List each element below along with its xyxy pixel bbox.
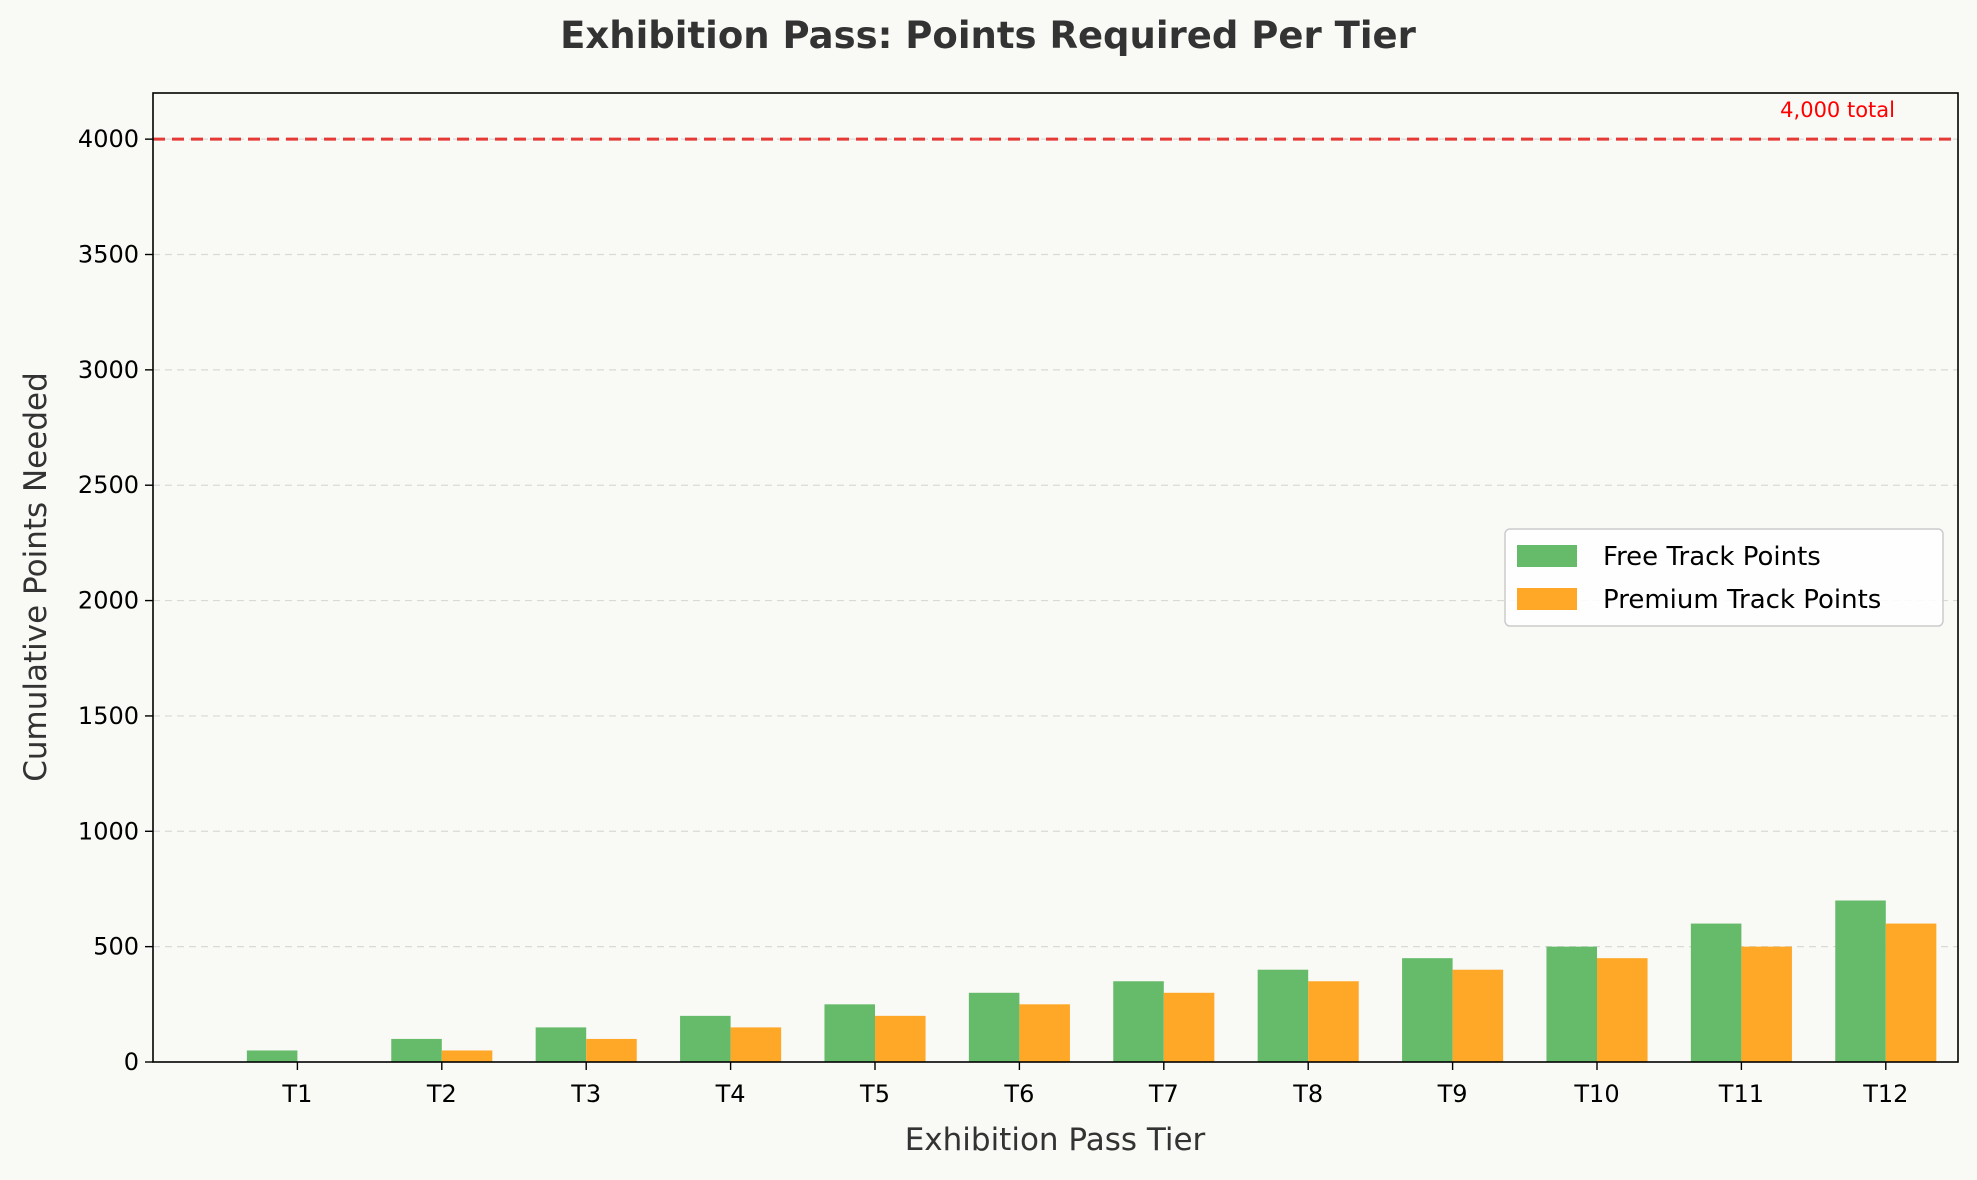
y-tick-label: 3500 [78, 241, 139, 269]
grid-lines [153, 138, 1958, 948]
bar-premium-t12 [1885, 923, 1937, 1062]
plot-frame [152, 92, 1959, 1063]
y-axis-label: Cumulative Points Needed [18, 372, 54, 782]
x-tick-label: T3 [570, 1080, 601, 1108]
bar-free-t2 [391, 1038, 442, 1062]
reference-line-label: 4,000 total [1780, 98, 1895, 122]
reference-line-group: 4,000 total [153, 98, 1958, 141]
y-tick-label: 4000 [78, 125, 139, 153]
x-tick-label: T11 [1718, 1080, 1764, 1108]
y-tick-label: 3000 [78, 356, 139, 384]
bar-free-t7 [1113, 981, 1164, 1062]
y-tick-label: 2500 [78, 471, 139, 499]
bar-premium-t8 [1308, 981, 1359, 1062]
bar-free-t10 [1546, 946, 1597, 1062]
bar-free-t6 [968, 992, 1020, 1062]
bar-free-t9 [1402, 958, 1453, 1062]
x-tick-label: T8 [1292, 1080, 1323, 1108]
legend-swatch-free [1517, 545, 1577, 567]
x-tick-label: T4 [715, 1080, 746, 1108]
bar-premium-t10 [1597, 958, 1648, 1062]
x-tick-label: T6 [1003, 1080, 1034, 1108]
bar-premium-t7 [1163, 992, 1215, 1062]
bar-free-t3 [535, 1027, 587, 1062]
y-tick-label: 500 [93, 933, 139, 961]
bar-premium-t2 [441, 1050, 493, 1062]
legend-swatch-premium [1517, 588, 1577, 610]
bar-premium-t5 [875, 1015, 926, 1062]
x-axis-label: Exhibition Pass Tier [905, 1122, 1206, 1158]
y-tick-label: 1000 [78, 817, 139, 845]
legend: Free Track Points Premium Track Points [1504, 528, 1944, 627]
x-tick-label: T12 [1862, 1080, 1908, 1108]
bar-free-t11 [1690, 923, 1742, 1062]
x-axis-ticks: T1 T2 T3 T4 T5 T6 T7 T8 T9 T10 T11 T12 [281, 1062, 1908, 1108]
bar-premium-t6 [1019, 1004, 1070, 1062]
bar-free-t8 [1257, 969, 1309, 1062]
chart-title: Exhibition Pass: Points Required Per Tie… [560, 14, 1416, 57]
y-tick-label: 0 [124, 1048, 139, 1076]
bar-premium-t3 [586, 1038, 637, 1062]
x-tick-label: T1 [281, 1080, 312, 1108]
y-tick-label: 1500 [78, 702, 139, 730]
bar-premium-t11 [1741, 946, 1792, 1062]
legend-label-premium: Premium Track Points [1603, 585, 1881, 615]
bar-free-t4 [680, 1015, 731, 1062]
x-tick-label: T5 [859, 1080, 890, 1108]
legend-box [1504, 528, 1944, 627]
y-tick-label: 2000 [78, 587, 139, 615]
bar-premium-t9 [1452, 969, 1504, 1062]
x-tick-label: T7 [1148, 1080, 1179, 1108]
x-tick-label: T9 [1437, 1080, 1468, 1108]
x-tick-label: T10 [1573, 1080, 1619, 1108]
bar-free-t1 [246, 1050, 298, 1062]
bar-premium-t4 [730, 1027, 782, 1062]
bar-free-t5 [824, 1004, 875, 1062]
bars [246, 900, 1937, 1062]
y-axis-ticks: 0 500 1000 1500 2000 2500 3000 3500 4000 [78, 125, 153, 1076]
legend-label-free: Free Track Points [1603, 542, 1821, 572]
bar-free-t12 [1835, 900, 1886, 1062]
x-tick-label: T2 [426, 1080, 457, 1108]
